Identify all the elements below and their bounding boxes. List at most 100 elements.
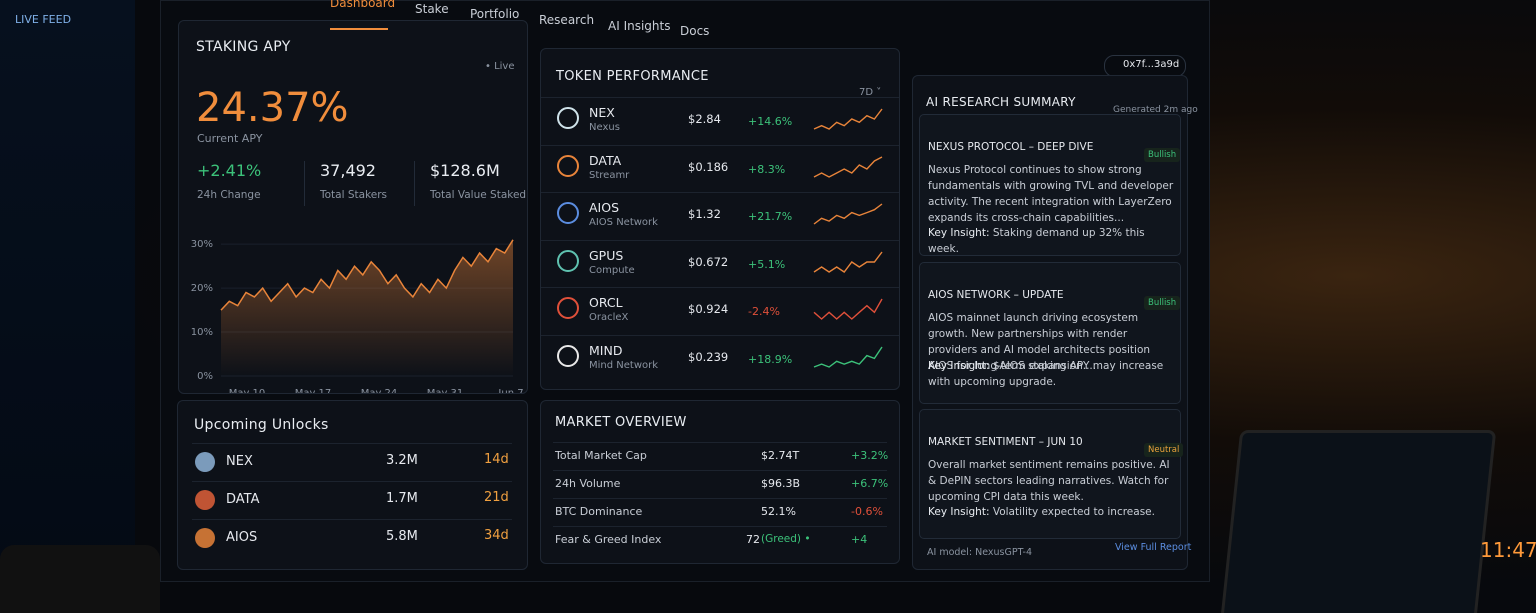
- research-card: NEXUS PROTOCOL – DEEP DIVE Bullish Nexus P…: [919, 114, 1181, 256]
- stat-value: +2.41%: [197, 161, 262, 180]
- nav-item[interactable]: Dashboard: [330, 0, 396, 10]
- metric-label: Fear & Greed Index: [555, 533, 662, 546]
- insight-text: $AIOS staking APY may increase with upco…: [928, 360, 1164, 388]
- token-change: -2.4%: [748, 305, 780, 318]
- row-divider: [192, 519, 512, 520]
- sparkline-line: [813, 155, 883, 178]
- market-panel: MARKET OVERVIEW Total Market Cap $2.74T +3…: [540, 400, 900, 564]
- card-tag: Bullish: [1144, 296, 1181, 310]
- insight-text: Staking demand up 32% this week.: [928, 227, 1145, 255]
- model: AI model: NexusGPT-4: [927, 547, 1032, 558]
- token-icon: [557, 249, 579, 272]
- x-tick-label: May 24: [361, 388, 398, 393]
- card-insight: Key Insight: Staking demand up 32% this …: [928, 225, 1174, 257]
- card-title: AIOS NETWORK – UPDATE: [928, 289, 1064, 301]
- token-change: +8.3%: [748, 162, 786, 176]
- panel-title: Upcoming Unlocks: [194, 417, 329, 433]
- token-name: OracleX: [589, 312, 629, 323]
- laptop: [1219, 430, 1497, 613]
- token-icon: [557, 344, 579, 367]
- stat-value: 37,492: [320, 161, 376, 180]
- card-tag: Bullish: [1144, 148, 1181, 162]
- unlock-days: 14d: [484, 452, 509, 467]
- sparkline-line: [813, 108, 883, 130]
- panel-title: AI RESEARCH SUMMARY: [926, 95, 1076, 109]
- sparkline: [813, 203, 883, 225]
- token-price: $2.84: [688, 112, 721, 126]
- apy-chart: 0% 10% 20% 30% May 10 May 17 May 24 May 31 Jun 7: [191, 239, 524, 393]
- nav-underline: [330, 28, 388, 30]
- unlock-days: 21d: [484, 490, 509, 505]
- sparkline: [813, 108, 883, 130]
- wallet-button[interactable]: 0x7f...3a9d: [1104, 55, 1186, 77]
- row-divider: [553, 498, 887, 499]
- nav-item[interactable]: Stake: [415, 2, 449, 16]
- nav-item[interactable]: Portfolio: [470, 7, 520, 21]
- token-name: Nexus: [589, 122, 620, 133]
- row-divider: [192, 443, 512, 444]
- panel-title: MARKET OVERVIEW: [555, 415, 687, 430]
- report-link[interactable]: View Full Report: [1115, 542, 1192, 553]
- row-divider: [553, 442, 887, 443]
- unlock-symbol: NEX: [226, 454, 253, 469]
- row-divider: [192, 481, 512, 482]
- generated: Generated 2m ago: [1113, 105, 1198, 115]
- stat-value: $128.6M: [430, 161, 500, 180]
- token-change: +21.7%: [748, 210, 793, 223]
- apy-label: Current APY: [197, 132, 263, 145]
- divider: [304, 161, 305, 206]
- token-name: Mind Network: [589, 359, 659, 371]
- live-feed: LIVE FEED: [15, 13, 72, 26]
- stat-label: 24h Change: [197, 189, 261, 201]
- stat-label: Total Stakers: [320, 189, 388, 201]
- panel-title: TOKEN PERFORMANCE: [556, 69, 709, 84]
- metric-label: 24h Volume: [555, 477, 621, 490]
- token-icon: [557, 297, 579, 319]
- unlock-amount: 1.7M: [386, 491, 418, 506]
- token-price: $0.924: [688, 302, 729, 316]
- y-tick-label: 30%: [191, 239, 213, 250]
- y-tick-label: 0%: [197, 371, 213, 382]
- row-divider: [541, 287, 899, 288]
- token-change: +18.9%: [748, 352, 793, 366]
- row-divider: [541, 239, 899, 241]
- sparkline: [813, 251, 883, 273]
- unlock-symbol: AIOS: [226, 530, 258, 545]
- metric-value: $96.3B: [761, 477, 801, 490]
- nav-item[interactable]: Docs: [680, 24, 710, 38]
- metric-change: +6.7%: [851, 477, 889, 490]
- x-tick-label: May 10: [229, 388, 266, 393]
- period-select[interactable]: 7D ˅: [859, 87, 882, 98]
- metric-note: (Greed) •: [761, 533, 811, 545]
- sparkline-line: [813, 251, 883, 273]
- area: [221, 239, 513, 376]
- row-divider: [553, 470, 887, 471]
- card-body: Overall market sentiment remains positiv…: [928, 459, 1170, 503]
- row-divider: [541, 97, 899, 98]
- staking-panel: STAKING APY • Live 24.37% Current APY 0%…: [178, 20, 528, 394]
- nav-item[interactable]: AI Insights: [608, 19, 671, 33]
- card-insight: Key Insight: Volatility expected to incr…: [928, 504, 1174, 520]
- x-tick-label: May 31: [427, 388, 464, 393]
- x-tick-label: Jun 7: [497, 388, 523, 393]
- clock: 11:47: [1480, 538, 1536, 562]
- token-icon: [195, 452, 215, 472]
- sparkline: [813, 155, 883, 178]
- token-symbol: DATA: [589, 152, 622, 168]
- metric-value: 52.1%: [761, 505, 796, 518]
- nav-item[interactable]: Research: [539, 13, 595, 27]
- insight-label: Key Insight:: [928, 506, 990, 518]
- token-icon: [195, 490, 215, 510]
- y-tick-label: 20%: [191, 283, 213, 294]
- row-divider: [541, 144, 899, 146]
- metric-change: -0.6%: [851, 505, 883, 518]
- unlock-amount: 5.8M: [386, 529, 418, 544]
- token-icon: [557, 154, 579, 177]
- sparkline-line: [813, 298, 883, 320]
- metric-label: Total Market Cap: [555, 449, 647, 462]
- token-change: +14.6%: [748, 115, 793, 128]
- divider: [414, 161, 415, 206]
- research-card: MARKET SENTIMENT – JUN 10 Neutral Overall …: [919, 409, 1184, 539]
- card-title: MARKET SENTIMENT – JUN 10: [928, 436, 1083, 448]
- mug: [0, 545, 160, 613]
